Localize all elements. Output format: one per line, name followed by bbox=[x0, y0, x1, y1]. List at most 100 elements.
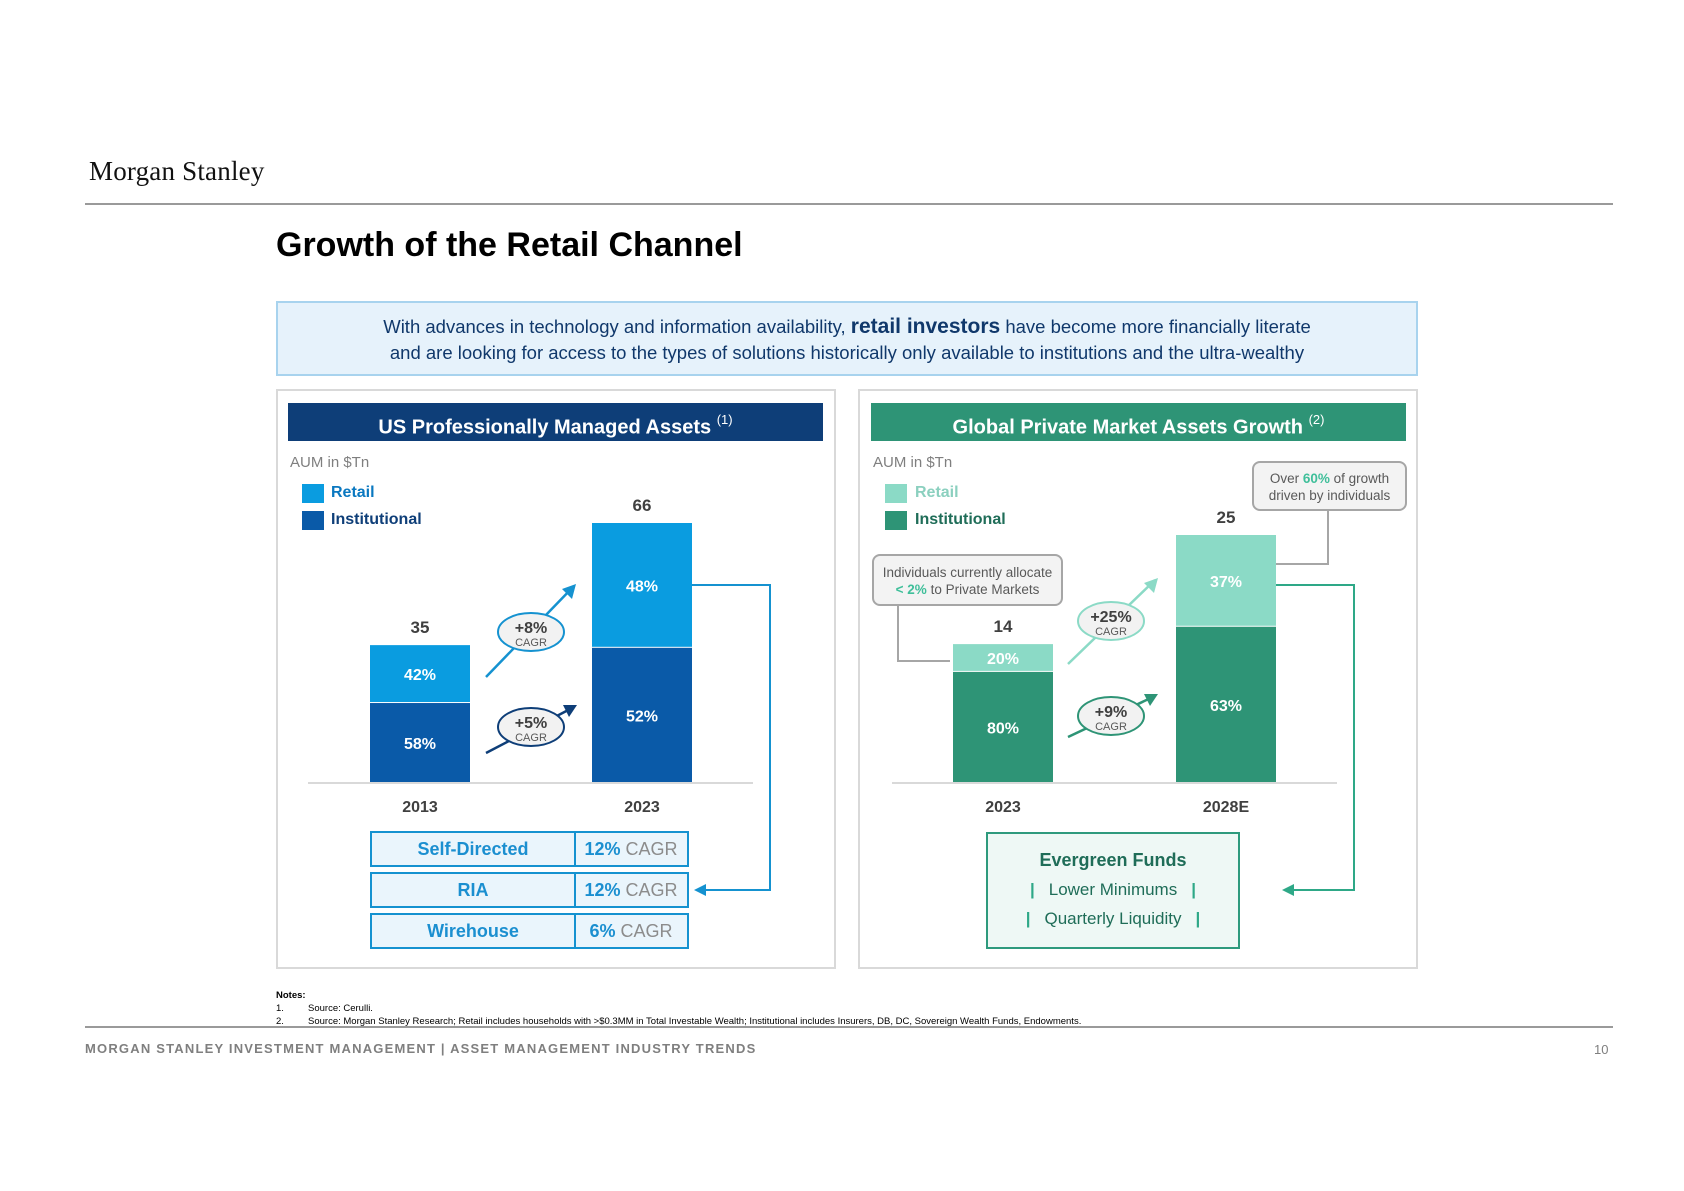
evergreen-item: | Quarterly Liquidity | bbox=[988, 909, 1238, 929]
left-legend-institutional: Institutional bbox=[331, 511, 422, 528]
footer-text: MORGAN STANLEY INVESTMENT MANAGEMENT | A… bbox=[85, 1041, 757, 1056]
right-legend-retail: Retail bbox=[915, 484, 959, 501]
channel-cagr: 12% CAGR bbox=[576, 833, 686, 865]
channel-cagr-label: CAGR bbox=[620, 921, 673, 941]
left-connector-arrowhead bbox=[694, 884, 706, 896]
channel-name: Wirehouse bbox=[372, 915, 576, 947]
notes: Notes: 1. Source: Cerulli. 2. Source: Morg… bbox=[276, 989, 1081, 1028]
left-cagr-institutional-badge bbox=[497, 707, 565, 747]
right-panel-title: Global Private Market Assets Growth bbox=[952, 416, 1304, 439]
intro-emphasis: retail investors bbox=[850, 315, 1001, 338]
left-x-tick-label: 2013 bbox=[402, 799, 438, 816]
right-connector bbox=[1276, 584, 1355, 891]
right-cagr-institutional-label: CAGR bbox=[1095, 721, 1127, 733]
right-segment-label: 63% bbox=[1210, 698, 1242, 715]
channel-cagr-pct: 6% bbox=[589, 921, 616, 941]
evergreen-item-label: Quarterly Liquidity bbox=[1044, 909, 1182, 928]
channel-name: RIA bbox=[372, 874, 576, 906]
channel-cagr-label: CAGR bbox=[625, 880, 678, 900]
right-segment-label: 20% bbox=[987, 651, 1019, 668]
right-legend-retail-swatch bbox=[885, 484, 907, 503]
channel-cagr: 6% CAGR bbox=[576, 915, 686, 947]
channel-cagr-pct: 12% bbox=[584, 880, 621, 900]
growth-callout-pct: 60% bbox=[1302, 471, 1330, 486]
channel-cagr-pct: 12% bbox=[584, 839, 621, 859]
note-item: 2. Source: Morgan Stanley Research; Retai… bbox=[276, 1015, 1081, 1028]
alloc-callout-leader bbox=[897, 606, 950, 662]
bullet-bar-icon: | bbox=[1029, 880, 1035, 899]
left-chart: 58% 42% 35 2013 52% 48% 66 2023 +8% CAGR +5% CA… bbox=[308, 496, 771, 896]
left-cagr-retail-label: CAGR bbox=[515, 637, 547, 649]
channel-cagr: 12% CAGR bbox=[576, 874, 686, 906]
growth-callout-leader bbox=[1276, 511, 1329, 565]
left-cagr-retail-badge bbox=[497, 612, 565, 652]
intro-box: With advances in technology and informat… bbox=[276, 301, 1418, 376]
left-cagr-institutional-label: CAGR bbox=[515, 732, 547, 744]
intro-line-1-pre: With advances in technology and informat… bbox=[383, 316, 846, 337]
right-panel-header: Global Private Market Assets Growth (2) bbox=[871, 403, 1406, 441]
evergreen-title: Evergreen Funds bbox=[1039, 850, 1187, 870]
page-number: 10 bbox=[1594, 1042, 1609, 1057]
right-segment-label: 80% bbox=[987, 720, 1019, 737]
intro-line-2: and are looking for access to the types … bbox=[389, 342, 1305, 363]
left-panel-header: US Professionally Managed Assets (1) bbox=[288, 403, 823, 441]
channel-row-ria: RIA 12% CAGR bbox=[370, 872, 689, 908]
left-segment-label: 52% bbox=[626, 708, 658, 725]
right-legend-institutional-swatch bbox=[885, 511, 907, 530]
right-bar-retail bbox=[1176, 535, 1276, 626]
bullet-bar-icon: | bbox=[1025, 909, 1031, 928]
right-cagr-retail-badge bbox=[1077, 601, 1145, 641]
right-unit-label: AUM in $Tn bbox=[873, 454, 953, 471]
left-segment-label: 58% bbox=[404, 736, 436, 753]
evergreen-funds-box: Evergreen Funds | Lower Minimums | | Quarte… bbox=[986, 832, 1240, 949]
left-bar-retail bbox=[370, 645, 470, 703]
evergreen-item-label: Lower Minimums bbox=[1048, 880, 1178, 899]
allocation-callout-line-2: < 2% to Private Markets bbox=[874, 581, 1061, 598]
right-x-tick-label: 2023 bbox=[985, 799, 1021, 816]
left-bar-institutional bbox=[592, 647, 692, 782]
header-divider bbox=[85, 203, 1613, 205]
left-arrow-institutional-head bbox=[563, 705, 577, 717]
channel-cagr-label: CAGR bbox=[625, 839, 678, 859]
left-legend-retail-swatch bbox=[302, 484, 324, 503]
left-cagr-institutional-value: +5% bbox=[515, 715, 547, 732]
right-bar-institutional bbox=[953, 671, 1053, 782]
note-item: 1. Source: Cerulli. bbox=[276, 1002, 1081, 1015]
channel-row-wirehouse: Wirehouse 6% CAGR bbox=[370, 913, 689, 949]
growth-callout-line-2: driven by individuals bbox=[1268, 488, 1391, 503]
notes-heading: Notes: bbox=[276, 990, 306, 1001]
left-bar-retail bbox=[592, 523, 692, 647]
allocation-callout: Individuals currently allocate < 2% to P… bbox=[872, 554, 1063, 606]
left-connector bbox=[692, 584, 771, 891]
right-legend-institutional: Institutional bbox=[915, 511, 1006, 528]
bullet-bar-icon: | bbox=[1191, 880, 1196, 899]
right-bar-retail bbox=[953, 644, 1053, 671]
intro-line-1-post: have become more financially literate bbox=[1005, 316, 1311, 337]
growth-callout-line-1: Over 60% of growth bbox=[1254, 470, 1405, 487]
left-panel-footnote-ref: (1) bbox=[716, 412, 733, 427]
right-total-label: 14 bbox=[994, 617, 1013, 636]
right-segment-label: 37% bbox=[1210, 574, 1242, 591]
left-unit-label: AUM in $Tn bbox=[290, 454, 370, 471]
right-cagr-retail-value: +25% bbox=[1090, 609, 1131, 626]
left-segment-label: 42% bbox=[404, 667, 436, 684]
left-legend-retail: Retail bbox=[331, 484, 375, 501]
left-x-tick-label: 2023 bbox=[624, 799, 660, 816]
brand-logo: Morgan Stanley bbox=[89, 156, 265, 186]
channel-name: Self-Directed bbox=[372, 833, 576, 865]
right-bar-institutional bbox=[1176, 626, 1276, 782]
evergreen-item: | Lower Minimums | bbox=[988, 880, 1238, 900]
intro-line-1: With advances in technology and informat… bbox=[278, 314, 1416, 340]
left-bar-institutional bbox=[370, 703, 470, 782]
right-cagr-institutional-badge bbox=[1077, 696, 1145, 736]
left-panel-title: US Professionally Managed Assets bbox=[378, 416, 712, 439]
allocation-callout-post: to Private Markets bbox=[930, 582, 1040, 597]
right-panel-footnote-ref: (2) bbox=[1308, 412, 1325, 427]
bullet-bar-icon: | bbox=[1195, 909, 1201, 928]
left-legend-institutional-swatch bbox=[302, 511, 324, 530]
right-arrow-institutional-head bbox=[1144, 694, 1158, 706]
growth-callout-post: of growth bbox=[1333, 471, 1390, 486]
note-text: Source: Cerulli. bbox=[308, 1003, 373, 1014]
right-connector-arrowhead bbox=[1282, 884, 1294, 896]
